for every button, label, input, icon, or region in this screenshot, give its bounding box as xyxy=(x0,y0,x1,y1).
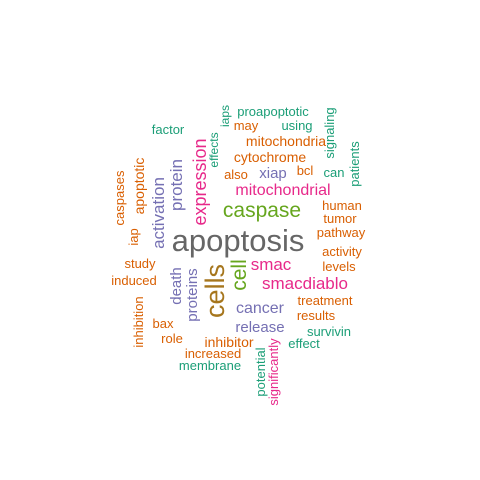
word-bcl: bcl xyxy=(297,163,314,178)
word-iaps: iaps xyxy=(218,105,232,127)
word-may: may xyxy=(234,118,259,133)
word-proteins: proteins xyxy=(184,268,201,321)
word-survivin: survivin xyxy=(307,324,351,339)
word-role: role xyxy=(161,331,183,346)
word-cell: cell xyxy=(228,259,251,291)
word-mitochondria: mitochondria xyxy=(246,133,326,149)
word-iap: iap xyxy=(126,228,141,245)
word-increased: increased xyxy=(185,346,241,361)
word-cells: cells xyxy=(200,264,230,318)
word-also: also xyxy=(224,167,248,182)
word-caspases: caspases xyxy=(112,170,127,225)
word-cytochrome: cytochrome xyxy=(234,149,307,165)
word-membrane: membrane xyxy=(179,358,241,373)
word-factor: factor xyxy=(152,122,185,137)
word-results: results xyxy=(297,308,336,323)
word-death: death xyxy=(168,267,185,305)
word-pathway: pathway xyxy=(317,225,366,240)
word-release: release xyxy=(235,319,284,336)
word-signaling: signaling xyxy=(322,107,337,158)
word-apoptosis: apoptosis xyxy=(172,223,305,258)
word-protein: protein xyxy=(167,159,186,211)
word-xiap: xiap xyxy=(259,165,287,182)
word-induced: induced xyxy=(111,273,157,288)
word-effects: effects xyxy=(207,132,221,167)
word-cancer: cancer xyxy=(236,300,285,317)
word-using: using xyxy=(281,118,312,133)
word-can: can xyxy=(324,165,345,180)
word-significantly: significantly xyxy=(266,338,281,406)
word-proapoptotic: proapoptotic xyxy=(237,104,309,119)
word-effect: effect xyxy=(288,336,320,351)
word-activation: activation xyxy=(149,177,168,249)
word-bax: bax xyxy=(153,316,174,331)
word-tumor: tumor xyxy=(323,211,357,226)
word-inhibition: inhibition xyxy=(131,296,146,347)
word-smac: smac xyxy=(251,255,292,274)
word-study: study xyxy=(124,256,156,271)
word-treatment: treatment xyxy=(298,293,353,308)
word-apoptotic: apoptotic xyxy=(131,158,147,215)
word-activity: activity xyxy=(322,244,362,259)
word-expression: expression xyxy=(190,138,210,225)
word-caspase: caspase xyxy=(223,199,301,222)
word-patients: patients xyxy=(347,141,362,187)
word-mitochondrial: mitochondrial xyxy=(235,182,330,199)
word-potential: potential xyxy=(253,347,268,396)
word-levels: levels xyxy=(322,259,356,274)
word-inhibitor: inhibitor xyxy=(204,334,253,350)
word-smacdiablo: smacdiablo xyxy=(262,274,348,293)
word-human: human xyxy=(322,198,362,213)
